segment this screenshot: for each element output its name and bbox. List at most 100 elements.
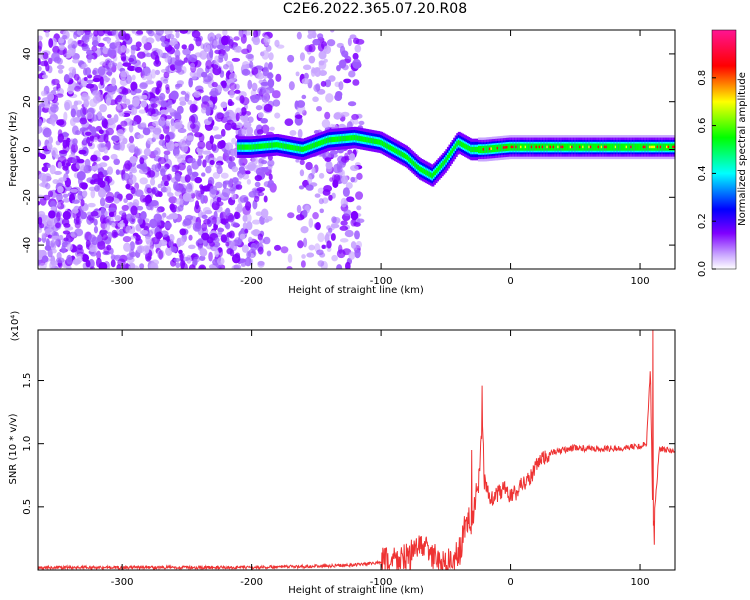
heatmap-cell bbox=[85, 259, 91, 268]
heatmap-cell bbox=[207, 116, 213, 122]
heatmap-ridge-cell bbox=[258, 143, 262, 149]
heatmap-ridge-cell bbox=[387, 144, 391, 150]
heatmap-cell bbox=[136, 205, 144, 211]
heatmap-cell bbox=[177, 128, 187, 134]
heatmap-cell bbox=[74, 228, 84, 237]
heatmap-ridge-cell bbox=[394, 147, 398, 153]
heatmap-cell bbox=[308, 217, 314, 228]
colorbar-tick-label: 0.4 bbox=[697, 165, 708, 181]
heatmap-ridge-cell bbox=[248, 144, 252, 150]
heatmap-cell bbox=[61, 34, 68, 40]
heatmap-ridge-cell bbox=[249, 144, 253, 150]
heatmap-cell bbox=[220, 234, 228, 243]
heatmap-cell bbox=[132, 97, 140, 107]
heatmap-cell bbox=[249, 61, 254, 69]
x-tick-label: -100 bbox=[370, 577, 393, 588]
heatmap-cell bbox=[246, 43, 252, 54]
y-tick-label: -40 bbox=[22, 237, 33, 253]
heatmap-peak-cell bbox=[589, 145, 593, 149]
heatmap-cell bbox=[122, 62, 132, 67]
heatmap-ridge-cell bbox=[568, 143, 572, 151]
heatmap-cell bbox=[177, 204, 184, 212]
heatmap-ridge-cell bbox=[498, 144, 502, 152]
heatmap-cell bbox=[62, 230, 71, 235]
heatmap-cell bbox=[249, 164, 257, 169]
heatmap-cell bbox=[93, 136, 98, 142]
heatmap-cell bbox=[159, 116, 166, 127]
heatmap-ridge-cell bbox=[314, 142, 318, 148]
y-tick-label: 40 bbox=[22, 48, 33, 61]
heatmap-ridge-cell bbox=[527, 143, 531, 151]
heatmap-cell bbox=[97, 30, 105, 37]
heatmap-cell bbox=[209, 90, 218, 97]
heatmap-ridge-cell bbox=[565, 143, 569, 151]
heatmap-cell bbox=[139, 263, 145, 269]
heatmap-cell bbox=[76, 30, 84, 36]
heatmap-ridge-cell bbox=[518, 143, 522, 151]
heatmap-cell bbox=[163, 78, 169, 84]
heatmap-cell bbox=[87, 54, 95, 60]
heatmap-cell bbox=[242, 125, 251, 135]
heatmap-cell bbox=[97, 188, 107, 198]
heatmap-cell bbox=[289, 129, 297, 136]
heatmap-cell bbox=[44, 244, 52, 251]
heatmap-ridge-cell bbox=[344, 135, 348, 142]
heatmap-cell bbox=[268, 71, 273, 77]
heatmap-cell bbox=[114, 214, 122, 222]
heatmap-ridge-cell bbox=[277, 142, 281, 148]
heatmap-cell bbox=[142, 127, 151, 136]
heatmap-cell bbox=[211, 81, 218, 88]
heatmap-cell bbox=[125, 193, 134, 201]
heatmap-cell bbox=[317, 33, 324, 40]
heatmap-cell bbox=[111, 222, 116, 228]
heatmap-cell bbox=[63, 111, 68, 122]
heatmap-ridge-cell bbox=[294, 145, 298, 151]
heatmap-ridge-cell bbox=[369, 137, 373, 144]
heatmap-cell bbox=[139, 177, 148, 185]
heatmap-cell bbox=[69, 188, 79, 193]
heatmap-cell bbox=[181, 44, 187, 50]
heatmap-ridge-cell bbox=[669, 143, 673, 151]
heatmap-cell bbox=[251, 82, 258, 92]
heatmap-ridge-cell bbox=[257, 143, 261, 150]
heatmap-cell bbox=[175, 31, 180, 39]
heatmap-cell bbox=[55, 222, 61, 228]
x-tick-label: 100 bbox=[630, 577, 649, 588]
heatmap-cell bbox=[38, 216, 43, 226]
heatmap-cell bbox=[98, 162, 108, 168]
heatmap-cell bbox=[205, 140, 214, 151]
heatmap-cell bbox=[307, 174, 313, 185]
heatmap-ridge-cell bbox=[412, 160, 416, 166]
heatmap-cell bbox=[209, 159, 215, 166]
heatmap-cell bbox=[336, 264, 343, 269]
heatmap-cell bbox=[121, 204, 129, 211]
spectrogram-y-label: Frequency (Hz) bbox=[8, 111, 19, 187]
heatmap-cell bbox=[71, 199, 80, 204]
heatmap-ridge-cell bbox=[358, 135, 362, 142]
heatmap-cell bbox=[85, 131, 92, 136]
heatmap-cell bbox=[220, 80, 227, 87]
heatmap-ridge-cell bbox=[661, 143, 665, 151]
heatmap-cell bbox=[145, 235, 151, 245]
heatmap-cell bbox=[214, 237, 220, 243]
heatmap-cell bbox=[135, 238, 143, 245]
heatmap-cell bbox=[139, 157, 145, 165]
heatmap-cell bbox=[41, 174, 47, 184]
heatmap-cell bbox=[92, 67, 99, 76]
heatmap-cell bbox=[118, 86, 127, 95]
heatmap-ridge-cell bbox=[321, 139, 325, 146]
heatmap-ridge-cell bbox=[523, 143, 527, 151]
snr-series bbox=[38, 330, 675, 570]
heatmap-peak-cell bbox=[652, 145, 656, 149]
heatmap-cell bbox=[229, 110, 234, 119]
heatmap-cell bbox=[212, 40, 220, 46]
heatmap-cell bbox=[76, 253, 84, 260]
spectrogram-y-axis: -40 -20 0 20 40 bbox=[22, 48, 675, 253]
heatmap-cell bbox=[67, 85, 74, 95]
heatmap-cell bbox=[103, 146, 109, 154]
heatmap-cell bbox=[140, 122, 147, 128]
heatmap-cell bbox=[202, 187, 211, 192]
heatmap-cell bbox=[113, 198, 120, 204]
heatmap-cell bbox=[55, 238, 62, 247]
